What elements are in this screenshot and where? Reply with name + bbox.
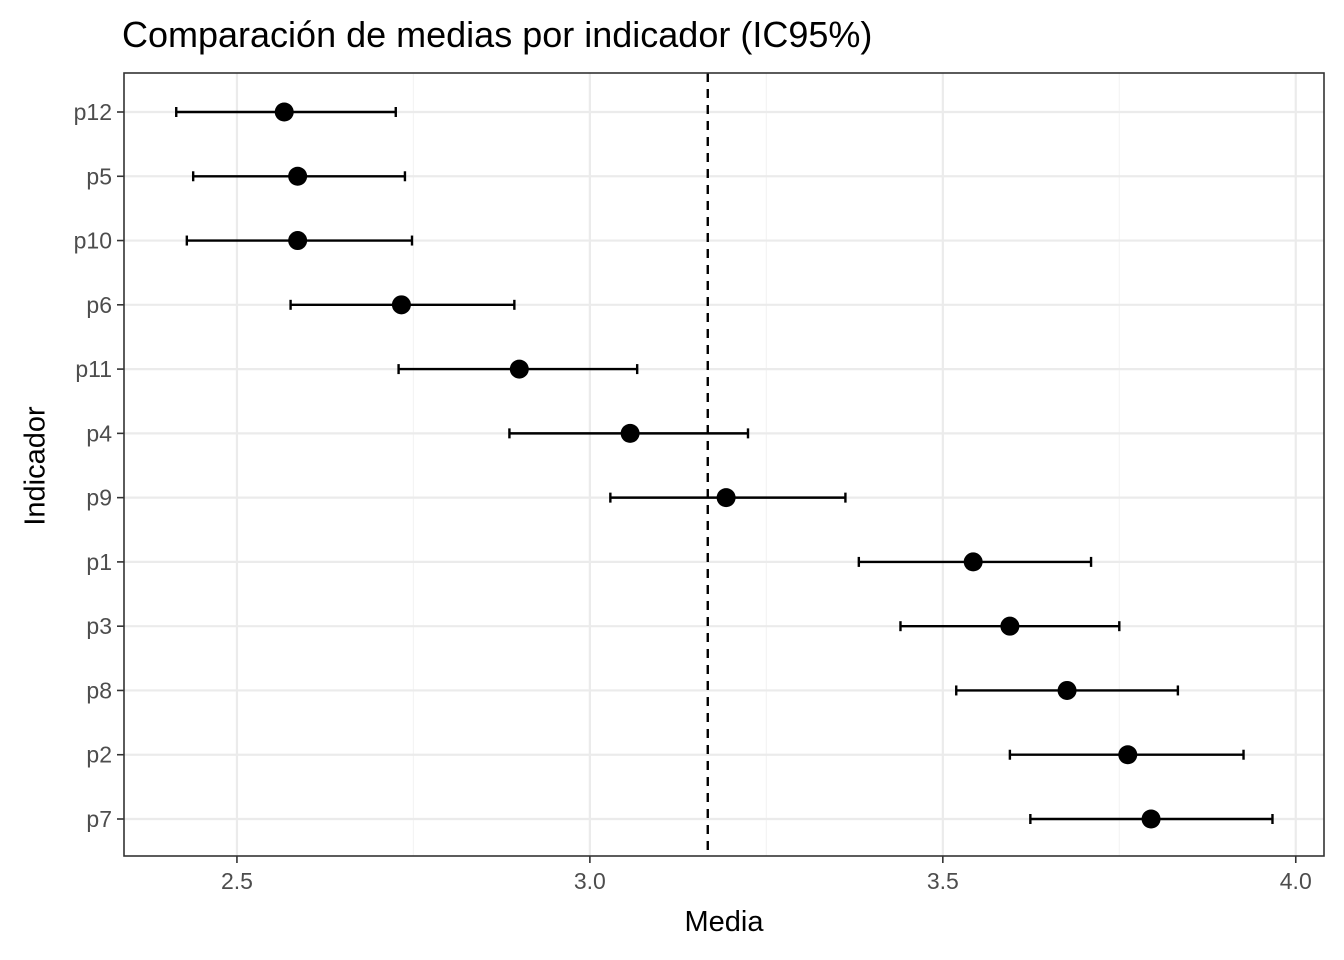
mean-point bbox=[391, 295, 411, 315]
mean-point bbox=[963, 552, 983, 572]
mean-point bbox=[274, 102, 294, 122]
y-tick-label: p9 bbox=[86, 485, 112, 511]
x-tick-label: 3.5 bbox=[927, 868, 959, 894]
x-axis-label: Media bbox=[684, 906, 764, 938]
mean-point bbox=[1057, 680, 1077, 700]
y-tick-label: p6 bbox=[86, 292, 112, 318]
x-tick-label: 4.0 bbox=[1280, 868, 1312, 894]
grid-layer bbox=[124, 73, 1324, 856]
y-tick-label: p12 bbox=[74, 99, 112, 125]
mean-point bbox=[288, 166, 308, 186]
mean-point bbox=[620, 423, 640, 443]
y-tick-label: p10 bbox=[74, 228, 112, 254]
y-tick-label: p1 bbox=[86, 549, 112, 575]
y-tick-label: p2 bbox=[86, 742, 112, 768]
mean-point bbox=[1118, 745, 1138, 765]
mean-point bbox=[716, 488, 736, 508]
y-tick-label: p7 bbox=[86, 806, 112, 832]
y-tick-label: p3 bbox=[86, 613, 112, 639]
panel-border bbox=[123, 72, 1325, 857]
y-tick-label: p11 bbox=[75, 356, 112, 382]
x-tick-label: 2.5 bbox=[221, 868, 253, 894]
axis-layer: 2.5 3.0 3.5 4.0 p12 p5 p10 p6 p11 p4 p9 p1 p3 p8 p2 p7 bbox=[74, 99, 1312, 894]
mean-point bbox=[509, 359, 529, 379]
y-tick-label: p4 bbox=[86, 420, 112, 446]
data-layer bbox=[175, 102, 1274, 829]
chart-title: Comparación de medias por indicador (IC9… bbox=[122, 14, 873, 55]
y-tick-label: p5 bbox=[86, 163, 112, 189]
mean-point bbox=[288, 231, 308, 251]
mean-point bbox=[1000, 616, 1020, 636]
x-tick-label: 3.0 bbox=[574, 868, 606, 894]
y-tick-label: p8 bbox=[86, 677, 112, 703]
mean-point bbox=[1141, 809, 1161, 829]
